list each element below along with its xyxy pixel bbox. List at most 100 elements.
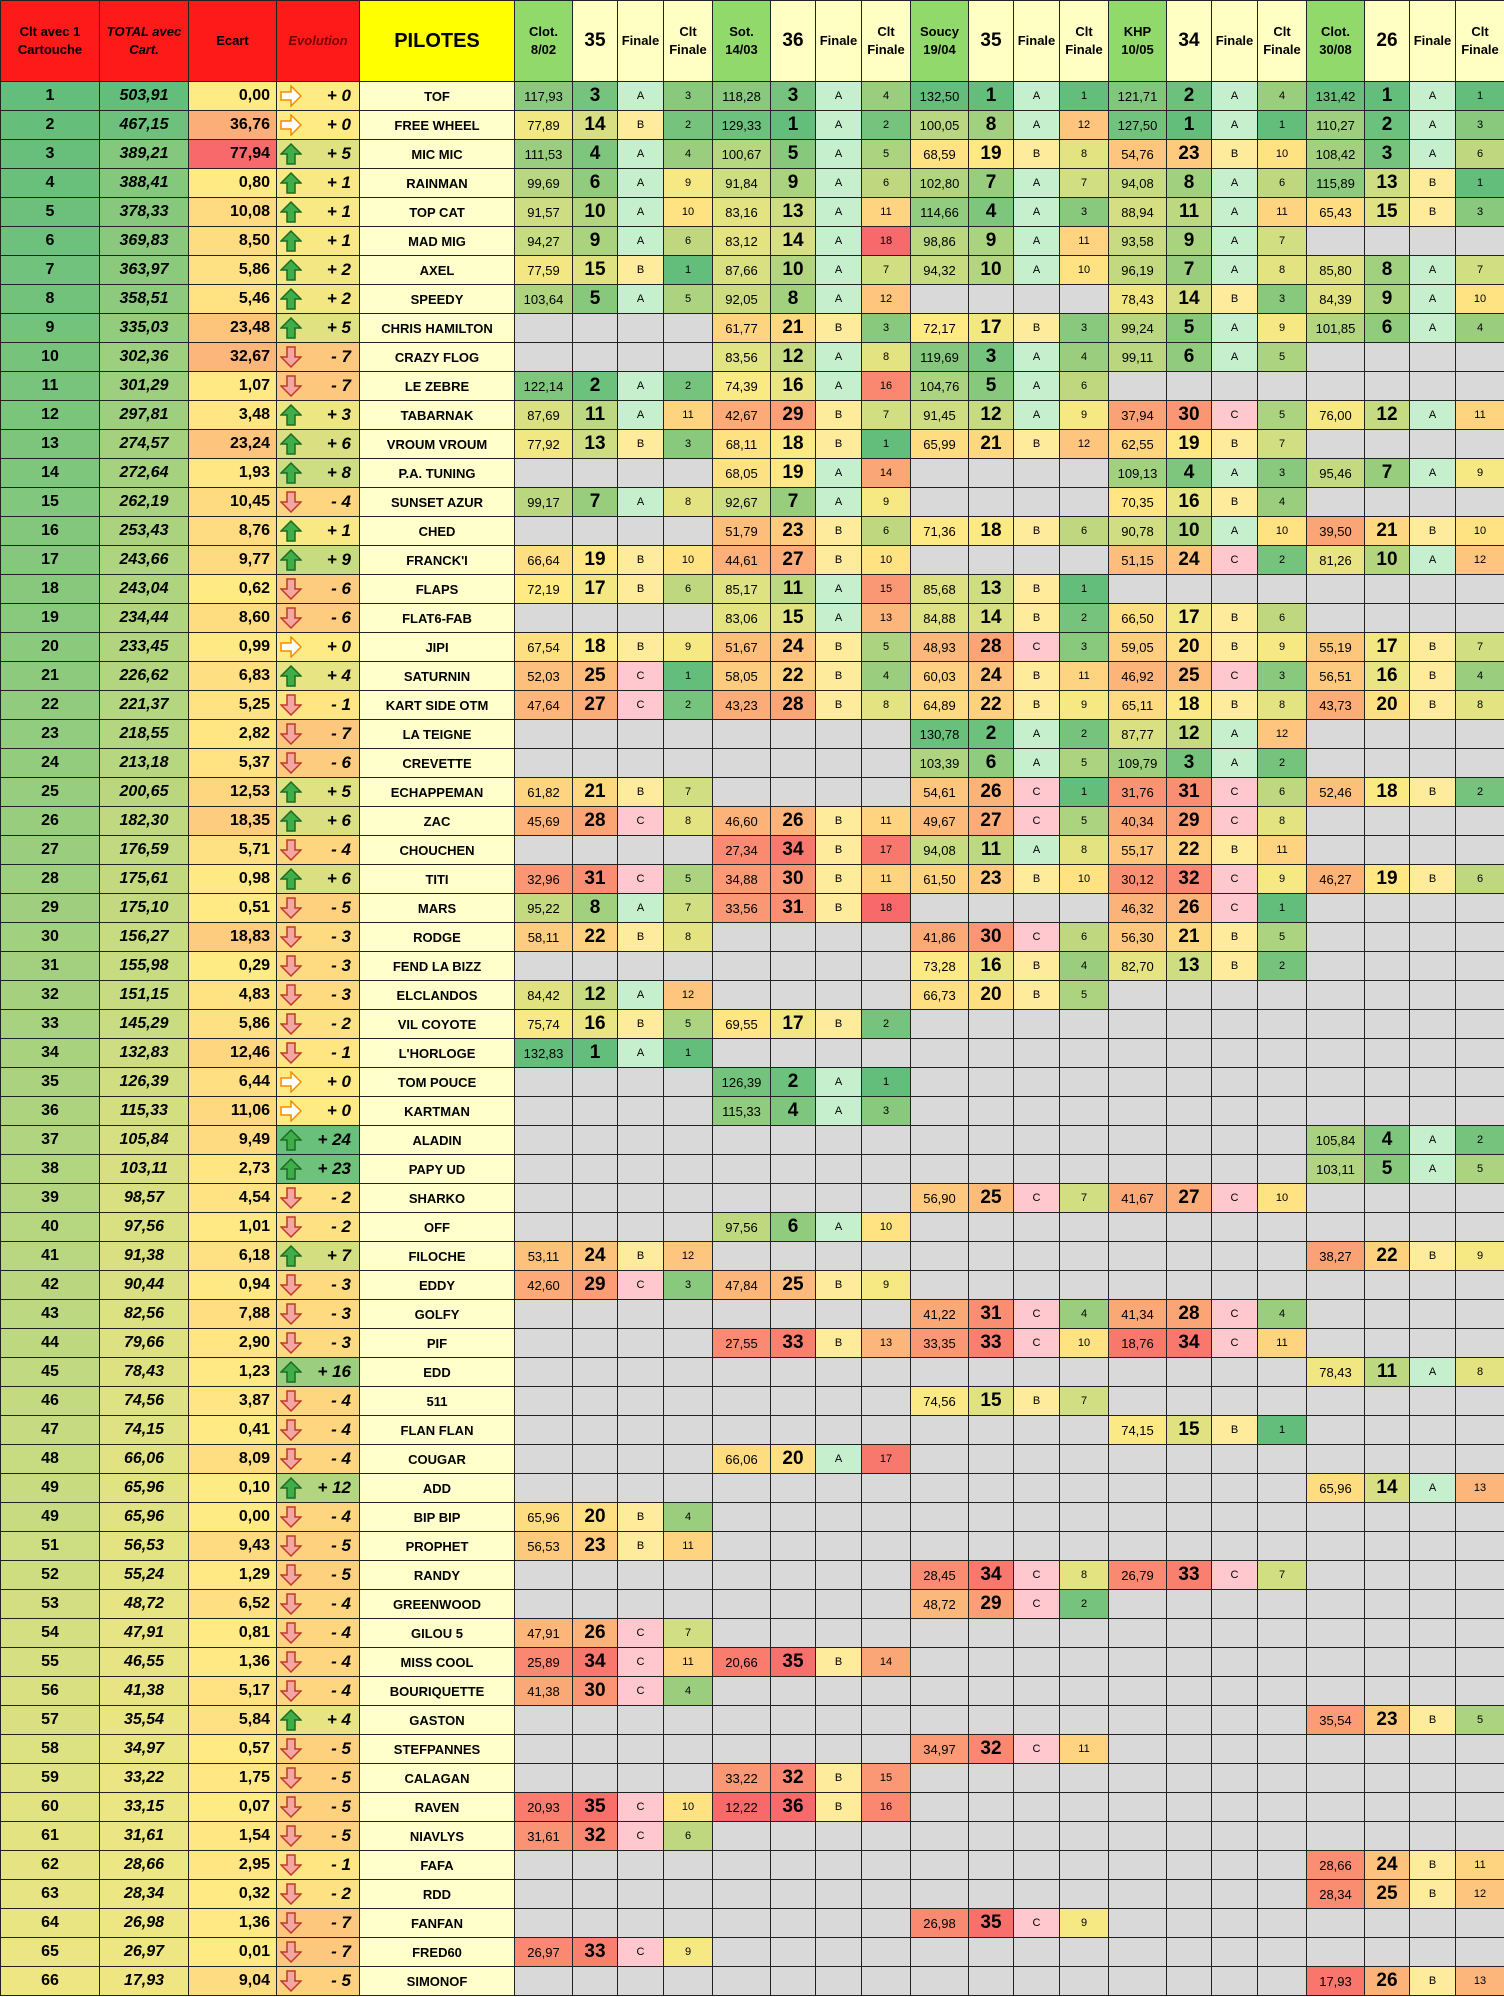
- table-row: 2 467,15 36,76 + 0 FREE WHEEL 77,89 14 B 2 129,33…: [0, 110, 1504, 140]
- empty-cell: [1211, 1212, 1258, 1242]
- final-rank: 18: [861, 893, 911, 923]
- evolution-cell: - 4: [276, 1415, 360, 1445]
- final-rank: 14: [861, 1647, 911, 1677]
- evolution-arrow: [280, 1564, 302, 1586]
- empty-cell: [712, 922, 771, 952]
- final-rank: 5: [861, 139, 911, 169]
- final-group: A: [1409, 1473, 1456, 1503]
- empty-cell: [968, 1067, 1014, 1097]
- event-score: 49,67: [910, 806, 969, 836]
- empty-cell: [1108, 1792, 1167, 1822]
- empty-cell: [1211, 371, 1258, 401]
- final-group: A: [815, 168, 862, 198]
- event-score: 84,88: [910, 603, 969, 633]
- event-score: 91,84: [712, 168, 771, 198]
- event-rank: 11: [968, 835, 1014, 865]
- evolution-arrow: [280, 1941, 302, 1963]
- final-rank: 9: [663, 632, 713, 662]
- evolution-text: + 1: [326, 202, 351, 221]
- final-group: B: [1409, 1850, 1456, 1880]
- empty-cell: [1306, 1386, 1365, 1416]
- gap: 0,62: [188, 574, 277, 604]
- empty-cell: [1166, 1908, 1212, 1938]
- final-group: A: [617, 1038, 664, 1068]
- final-group: A: [1211, 255, 1258, 285]
- final-rank: 8: [1257, 255, 1307, 285]
- evolution-cell: - 3: [276, 922, 360, 952]
- evolution-text: + 0: [326, 1101, 351, 1120]
- final-rank: 11: [1059, 1734, 1109, 1764]
- empty-cell: [572, 603, 618, 633]
- pilot: P.A. TUNING: [359, 458, 515, 488]
- final-group: A: [1211, 110, 1258, 140]
- table-row: 59 33,22 1,75- 5 CALAGAN 33,22 32 B 15: [0, 1763, 1504, 1793]
- event-rank: 29: [572, 1270, 618, 1300]
- empty-cell: [1455, 1676, 1504, 1706]
- final-rank: 8: [1257, 806, 1307, 836]
- final-group: B: [815, 516, 862, 546]
- final-group: A: [1211, 226, 1258, 256]
- pilot: GOLFY: [359, 1299, 515, 1329]
- table-row: 12 297,81 3,48 + 3 TABARNAK 87,69 11 A 11 42,67 29…: [0, 400, 1504, 430]
- evolution-arrow: [280, 1883, 302, 1905]
- final-group: A: [1211, 168, 1258, 198]
- empty-cell: [1306, 980, 1365, 1010]
- pilot: MISS COOL: [359, 1647, 515, 1677]
- empty-cell: [968, 1415, 1014, 1445]
- empty-cell: [1108, 1850, 1167, 1880]
- event-score: 65,96: [514, 1502, 573, 1532]
- empty-cell: [770, 1357, 816, 1387]
- final-group: A: [1409, 458, 1456, 488]
- gap: 9,49: [188, 1125, 277, 1155]
- empty-cell: [1108, 1705, 1167, 1735]
- total: 274,57: [99, 429, 189, 459]
- total: 297,81: [99, 400, 189, 430]
- table-row: 18 243,04 0,62- 6 FLAPS 72,19 17 B 6 85,17 11 A 15 8…: [0, 574, 1504, 604]
- final-group: C: [1211, 1183, 1258, 1213]
- gap: 1,07: [188, 371, 277, 401]
- final-group: A: [1409, 545, 1456, 575]
- empty-cell: [861, 1183, 911, 1213]
- event-rank: 21: [572, 777, 618, 807]
- final-group: C: [617, 1647, 664, 1677]
- event-score: 68,05: [712, 458, 771, 488]
- empty-cell: [663, 1299, 713, 1329]
- empty-cell: [1455, 806, 1504, 836]
- empty-cell: [1257, 1763, 1307, 1793]
- rank: 29: [0, 893, 100, 923]
- event-score: 130,78: [910, 719, 969, 749]
- empty-cell: [663, 1560, 713, 1590]
- evolution-cell: - 5: [276, 1531, 360, 1561]
- final-rank: 1: [1455, 168, 1504, 198]
- empty-cell: [1166, 1270, 1212, 1300]
- empty-cell: [1455, 371, 1504, 401]
- empty-cell: [617, 1154, 664, 1184]
- empty-cell: [1409, 1038, 1456, 1068]
- final-group: B: [617, 1241, 664, 1271]
- event-score: 81,26: [1306, 545, 1365, 575]
- final-group: C: [1013, 1734, 1060, 1764]
- event-score: 103,39: [910, 748, 969, 778]
- gap: 0,00: [188, 81, 277, 111]
- event-rank: 13: [968, 574, 1014, 604]
- final-rank: 2: [861, 110, 911, 140]
- final-group: B: [1211, 632, 1258, 662]
- total: 335,03: [99, 313, 189, 343]
- empty-cell: [572, 1067, 618, 1097]
- rank: 12: [0, 400, 100, 430]
- empty-cell: [1257, 1531, 1307, 1561]
- empty-cell: [514, 748, 573, 778]
- event-rank: 34: [770, 835, 816, 865]
- final-rank: 4: [1257, 81, 1307, 111]
- empty-cell: [861, 1734, 911, 1764]
- empty-cell: [1211, 1502, 1258, 1532]
- gap: 5,46: [188, 284, 277, 314]
- empty-cell: [1364, 1560, 1410, 1590]
- event-score: 30,12: [1108, 864, 1167, 894]
- final-group: A: [1211, 81, 1258, 111]
- event-rank: 18: [1364, 777, 1410, 807]
- empty-cell: [1364, 1676, 1410, 1706]
- rank: 7: [0, 255, 100, 285]
- event-score: 43,23: [712, 690, 771, 720]
- empty-cell: [1409, 1328, 1456, 1358]
